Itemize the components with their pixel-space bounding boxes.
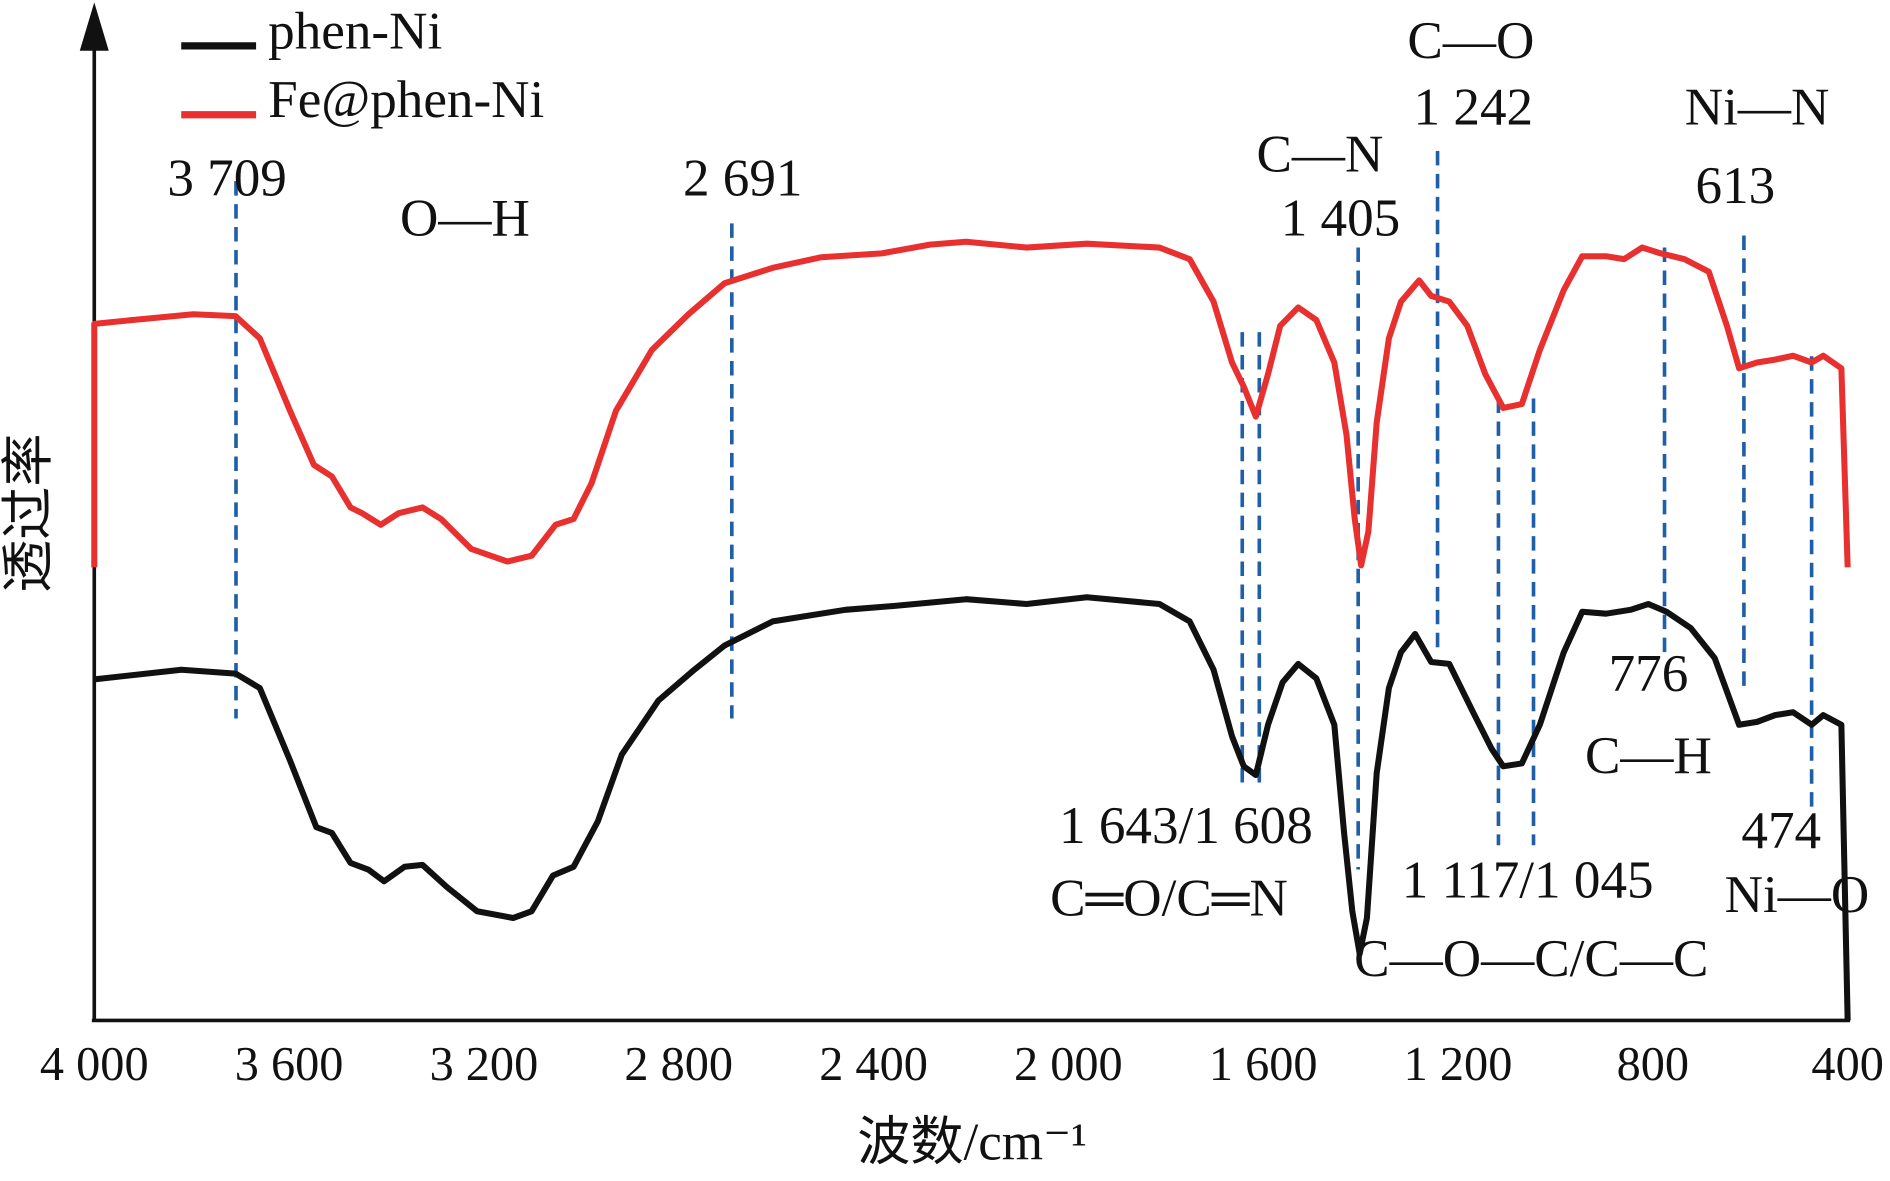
- peak-label: 474: [1741, 802, 1821, 860]
- assignment-label: C—O: [1407, 12, 1534, 70]
- assignment-label: C—N: [1256, 126, 1383, 184]
- x-tick-label: 1 600: [1209, 1038, 1318, 1091]
- peak-label: 3 709: [167, 150, 287, 208]
- peak-label: 1 405: [1281, 190, 1401, 248]
- series-line: [91, 238, 1851, 569]
- assignment-label: C—H: [1585, 727, 1712, 785]
- x-tick-label: 1 200: [1404, 1038, 1513, 1091]
- x-tick-label: 2 000: [1014, 1038, 1123, 1091]
- x-tick-label: 3 200: [430, 1038, 539, 1091]
- x-tick-label: 2 800: [624, 1038, 733, 1091]
- assignment-label: Ni—N: [1685, 78, 1830, 136]
- assignment-label: C—O—C/C—C: [1354, 930, 1708, 988]
- peak-label: 2 691: [683, 150, 803, 208]
- peak-label: 776: [1609, 645, 1689, 703]
- x-tick-label: 400: [1811, 1038, 1883, 1091]
- assignment-label: O—H: [400, 190, 530, 248]
- legend-label: Fe@phen-Ni: [268, 71, 544, 129]
- series-line: [93, 594, 1851, 1021]
- peak-label: 1 117/1 045: [1402, 851, 1654, 909]
- y-axis-title: 透过率: [0, 434, 58, 593]
- peak-label: 613: [1696, 157, 1776, 215]
- peak-label: 1 643/1 608: [1059, 797, 1313, 855]
- x-tick-label: 800: [1617, 1038, 1689, 1091]
- legend-label: phen-Ni: [268, 2, 442, 60]
- peak-label: 1 242: [1414, 78, 1534, 136]
- x-tick-label: 2 400: [819, 1038, 928, 1091]
- y-axis-arrow: [79, 2, 109, 51]
- x-axis-title: 波数/cm⁻¹: [857, 1113, 1087, 1171]
- x-tick-label: 3 600: [235, 1038, 344, 1091]
- assignment-label: C═O/C═N: [1050, 869, 1288, 927]
- x-tick-label: 4 000: [40, 1038, 149, 1091]
